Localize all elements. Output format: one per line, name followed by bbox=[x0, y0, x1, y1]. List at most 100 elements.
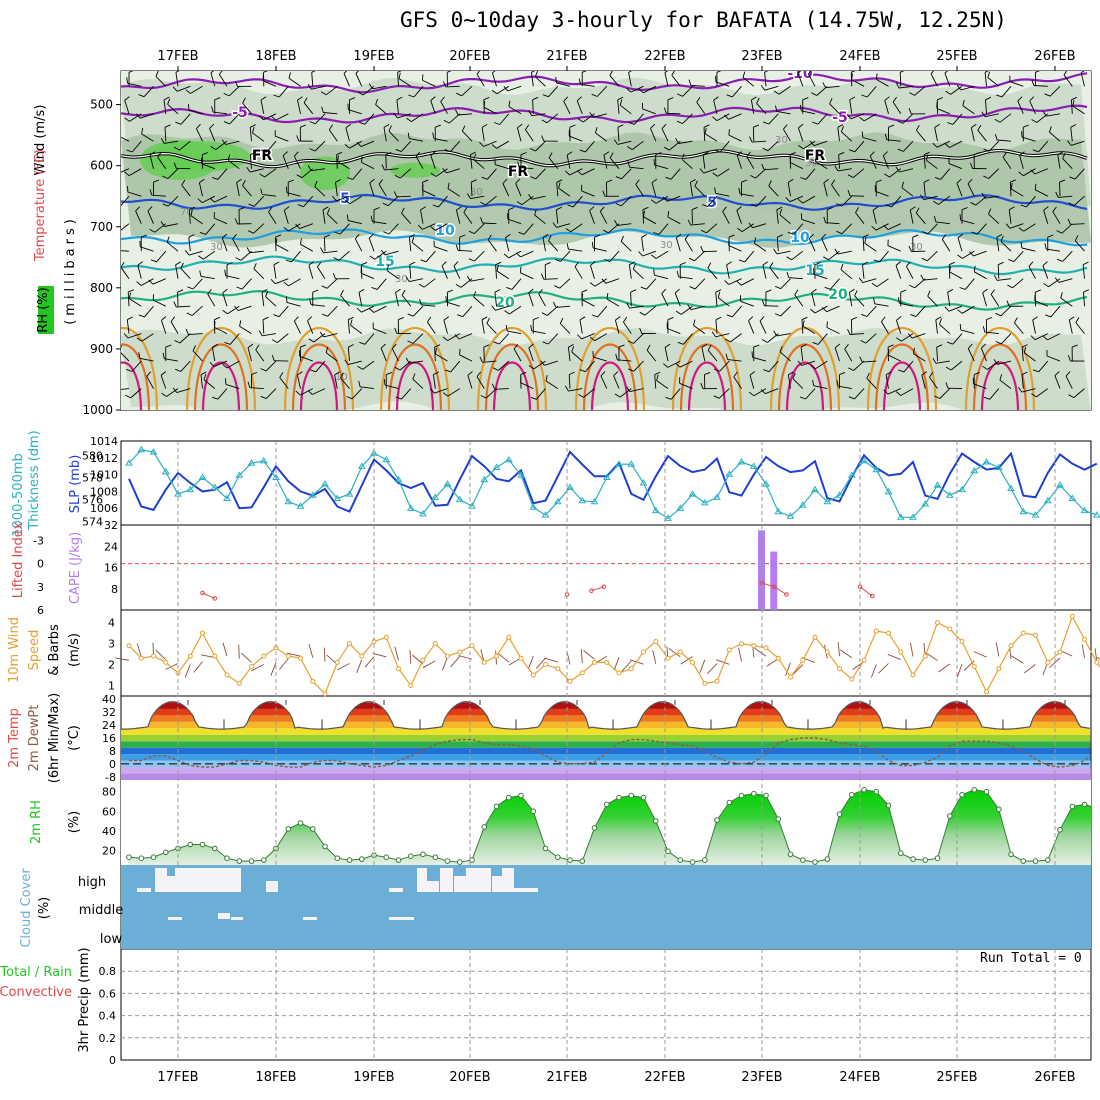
wind-barb-flag bbox=[589, 336, 595, 342]
wind10-marker bbox=[494, 653, 499, 659]
wind-barb-flag bbox=[147, 206, 153, 212]
wind-barb bbox=[282, 155, 289, 169]
wind-barb-flag bbox=[945, 366, 952, 371]
wind-barb bbox=[855, 212, 865, 224]
wind-barb bbox=[494, 388, 509, 390]
ylabel-rh: RH (%) bbox=[36, 287, 51, 332]
wind-barb-flag bbox=[337, 155, 339, 162]
wind-barb-flag bbox=[995, 341, 1002, 345]
wind-barb-flag bbox=[135, 206, 141, 212]
wind-barb-flag bbox=[430, 172, 437, 177]
wind-barb bbox=[487, 239, 497, 252]
wind-barb-flag bbox=[504, 310, 510, 315]
temp2m-tick-label: 32 bbox=[102, 706, 116, 719]
wind-barb bbox=[707, 267, 718, 279]
wind-barb bbox=[849, 333, 865, 335]
wind-barb-flag bbox=[786, 271, 790, 278]
wind-barb bbox=[715, 292, 718, 307]
wind-barb-flag bbox=[275, 234, 282, 238]
wind-barb bbox=[869, 155, 877, 169]
wind-barb-flag bbox=[821, 233, 827, 239]
precip-tick-label: 0.8 bbox=[99, 965, 117, 978]
wind-barb-flag bbox=[408, 94, 415, 98]
wind-barb bbox=[412, 378, 424, 389]
rh2m-marker bbox=[163, 849, 169, 856]
wind-barb bbox=[566, 154, 571, 169]
wind-barb bbox=[990, 294, 1000, 307]
wind-barb-flag bbox=[906, 261, 911, 267]
wind-barb bbox=[805, 168, 816, 180]
wind-barb bbox=[548, 86, 559, 97]
wind-barb-flag bbox=[308, 338, 315, 343]
thickness-marker bbox=[676, 504, 685, 511]
wind-barb-flag bbox=[348, 316, 354, 321]
rh2m-marker bbox=[836, 811, 843, 818]
wind-barb-flag bbox=[568, 344, 574, 348]
rh-contour-label: 30 bbox=[775, 135, 788, 146]
wind-barb bbox=[447, 333, 461, 341]
wind10-marker bbox=[457, 649, 463, 655]
wind-barb bbox=[275, 113, 289, 121]
wind10-barb bbox=[738, 647, 742, 662]
wind-barb bbox=[188, 209, 191, 224]
wind-barb-flag bbox=[653, 269, 655, 276]
wind-barb-flag bbox=[114, 205, 120, 207]
wind-barb-flag bbox=[792, 373, 796, 379]
wind-barb-flag bbox=[235, 257, 242, 261]
wind-barb-flag bbox=[639, 327, 643, 334]
wind-barb-flag bbox=[430, 96, 436, 101]
wind-barb-flag bbox=[750, 203, 757, 207]
wind-barb bbox=[642, 108, 656, 115]
wind-barb-flag bbox=[335, 179, 341, 183]
wind-barb bbox=[936, 107, 950, 115]
wind-barb-flag bbox=[810, 308, 816, 314]
wind-barb-flag bbox=[261, 149, 268, 153]
wind-barb bbox=[144, 305, 154, 318]
wind-barb-flag bbox=[973, 371, 980, 376]
wind10-marker bbox=[322, 691, 328, 697]
wind-barb-flag bbox=[728, 129, 730, 136]
temp-band bbox=[121, 747, 1091, 755]
wind-barb-flag bbox=[884, 173, 890, 178]
rh2m-marker bbox=[493, 803, 500, 810]
wind-barb bbox=[400, 140, 412, 152]
wind-barb-flag bbox=[369, 255, 376, 260]
wind-barb-flag bbox=[252, 126, 255, 134]
wind-barb-flag bbox=[198, 255, 204, 260]
wind-barb bbox=[733, 376, 742, 389]
wind-barb-flag bbox=[895, 261, 901, 266]
wind-barb-flag bbox=[655, 152, 662, 156]
wind-barb bbox=[372, 85, 387, 90]
slp-tick-label: 1010 bbox=[90, 469, 118, 482]
wind-barb-flag bbox=[409, 261, 416, 266]
wind-barb-flag bbox=[1060, 292, 1063, 299]
wind-barb-flag bbox=[175, 121, 182, 125]
wind-barb bbox=[1073, 388, 1085, 398]
thickness-tick-label: 580 bbox=[82, 449, 103, 462]
wind-barb bbox=[1083, 292, 1085, 307]
thickness-marker bbox=[382, 455, 391, 463]
wind-barb-flag bbox=[642, 206, 649, 211]
wind-barb bbox=[1043, 210, 1049, 224]
wind-barb-flag bbox=[359, 341, 366, 345]
wind10-barb bbox=[995, 642, 1000, 657]
wind-barb-flag bbox=[518, 231, 525, 235]
wind10-marker bbox=[212, 653, 218, 659]
wind-barb bbox=[263, 113, 277, 121]
thickness-marker bbox=[1080, 506, 1089, 514]
wind-barb bbox=[432, 374, 436, 389]
wind-barb-flag bbox=[1054, 277, 1060, 283]
wind10-barb bbox=[792, 664, 804, 675]
wind-barb bbox=[741, 278, 755, 286]
wind-barb bbox=[825, 222, 840, 225]
wind-barb-flag bbox=[615, 202, 622, 207]
wind-barb-flag bbox=[420, 259, 427, 263]
wind-barb-flag bbox=[814, 155, 817, 162]
rh2m-marker bbox=[224, 855, 230, 862]
wind-barb-flag bbox=[534, 209, 537, 216]
ylabel-temp2m-3: (6hr Min/Max) bbox=[47, 693, 62, 783]
wind-barb-flag bbox=[161, 392, 167, 397]
ylabel-temp2m-2: 2m DewPt bbox=[27, 705, 42, 772]
wind-barb-flag bbox=[749, 136, 753, 143]
wind-barb bbox=[166, 388, 179, 397]
